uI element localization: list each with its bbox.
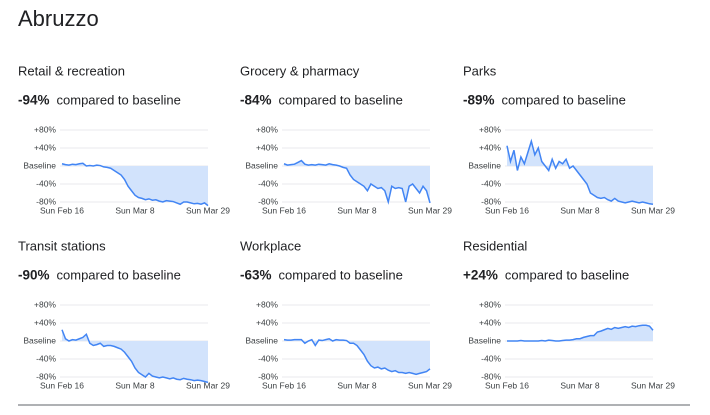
- y-tick-label: -80%: [36, 371, 56, 381]
- baseline-area: [62, 329, 208, 383]
- y-tick-label: +80%: [256, 124, 278, 134]
- headline: -90%: [18, 268, 50, 283]
- chart-title: Retail & recreation: [18, 63, 125, 78]
- headline: -89%: [463, 93, 495, 108]
- x-tick-label: Sun Mar 8: [337, 380, 376, 390]
- x-tick-label: Sun Mar 8: [115, 205, 154, 215]
- subtitle: compared to baseline: [502, 92, 626, 107]
- y-tick-label: -40%: [481, 178, 501, 188]
- x-tick-label: Sun Mar 8: [560, 205, 599, 215]
- x-tick-label: Sun Feb 16: [262, 380, 306, 390]
- y-tick-label: Baseline: [468, 160, 501, 170]
- x-tick-label: Sun Feb 16: [485, 380, 529, 390]
- subtitle: compared to baseline: [505, 267, 629, 282]
- y-tick-label: -80%: [258, 196, 278, 206]
- y-tick-label: -80%: [258, 371, 278, 381]
- x-tick-label: Sun Mar 29: [408, 380, 452, 390]
- y-tick-label: +80%: [34, 124, 56, 134]
- chart-title: Workplace: [240, 238, 301, 253]
- y-tick-label: +80%: [256, 299, 278, 309]
- y-tick-label: -40%: [36, 178, 56, 188]
- trend-line: [61, 329, 209, 384]
- y-tick-label: Baseline: [245, 335, 278, 345]
- x-tick-label: Sun Mar 29: [631, 380, 675, 390]
- trend-line: [283, 337, 431, 376]
- y-tick-label: +80%: [479, 124, 501, 134]
- subtitle: compared to baseline: [279, 267, 403, 282]
- headline: -94%: [18, 93, 50, 108]
- baseline-area: [507, 325, 653, 341]
- x-tick-label: Sun Mar 29: [186, 205, 230, 215]
- headline: +24%: [463, 268, 498, 283]
- x-tick-label: Sun Mar 29: [186, 380, 230, 390]
- headline: -84%: [240, 93, 272, 108]
- y-tick-label: Baseline: [23, 335, 56, 345]
- baseline-area: [284, 338, 430, 375]
- y-tick-label: Baseline: [468, 335, 501, 345]
- y-tick-label: +80%: [34, 299, 56, 309]
- y-tick-label: +40%: [256, 317, 278, 327]
- x-tick-label: Sun Mar 29: [631, 205, 675, 215]
- chart-title: Transit stations: [18, 238, 106, 253]
- y-tick-label: +40%: [34, 317, 56, 327]
- x-tick-label: Sun Mar 29: [408, 205, 452, 215]
- y-tick-label: -40%: [258, 178, 278, 188]
- page-title: Abruzzo: [18, 6, 99, 31]
- x-tick-label: Sun Feb 16: [262, 205, 306, 215]
- y-tick-label: -40%: [258, 353, 278, 363]
- trend-line: [507, 324, 654, 342]
- headline: -63%: [240, 268, 272, 283]
- x-tick-label: Sun Mar 8: [115, 380, 154, 390]
- x-tick-label: Sun Feb 16: [485, 205, 529, 215]
- baseline-area: [507, 141, 653, 205]
- subtitle: compared to baseline: [279, 92, 403, 107]
- x-tick-label: Sun Mar 8: [560, 380, 599, 390]
- trend-line: [61, 162, 209, 207]
- chart-title: Residential: [463, 238, 527, 253]
- y-tick-label: +40%: [479, 142, 501, 152]
- subtitle: compared to baseline: [57, 92, 181, 107]
- subtitle: compared to baseline: [57, 267, 181, 282]
- trend-line: [506, 138, 654, 205]
- y-tick-label: -40%: [481, 353, 501, 363]
- y-tick-label: Baseline: [23, 160, 56, 170]
- chart-title: Parks: [463, 63, 497, 78]
- y-tick-label: +40%: [34, 142, 56, 152]
- y-tick-label: +80%: [479, 299, 501, 309]
- y-tick-label: -80%: [481, 196, 501, 206]
- x-tick-label: Sun Feb 16: [40, 380, 84, 390]
- y-tick-label: -80%: [36, 196, 56, 206]
- y-tick-label: +40%: [256, 142, 278, 152]
- trend-line: [283, 159, 431, 205]
- x-tick-label: Sun Feb 16: [40, 205, 84, 215]
- baseline-area: [62, 163, 208, 206]
- x-tick-label: Sun Mar 8: [337, 205, 376, 215]
- y-tick-label: +40%: [479, 317, 501, 327]
- y-tick-label: -80%: [481, 371, 501, 381]
- y-tick-label: Baseline: [245, 160, 278, 170]
- chart-title: Grocery & pharmacy: [240, 63, 360, 78]
- y-tick-label: -40%: [36, 353, 56, 363]
